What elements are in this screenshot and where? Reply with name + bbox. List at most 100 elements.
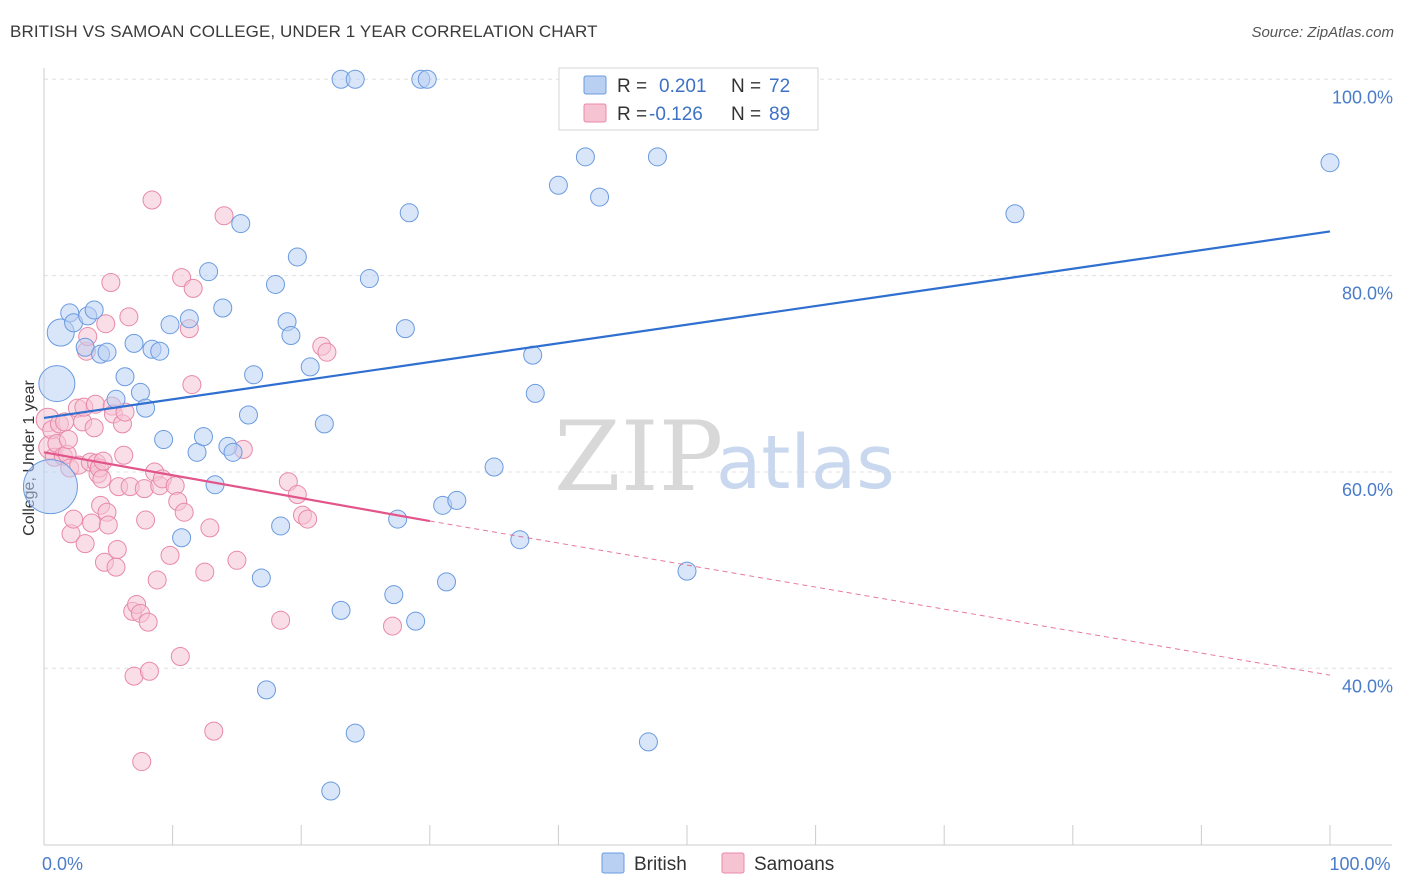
watermark-atlas: atlas — [716, 420, 895, 506]
british-points — [22, 69, 1340, 801]
british-point-64 — [647, 147, 667, 167]
samoan-point-37 — [106, 557, 126, 577]
british-point-11 — [115, 367, 135, 387]
british-point-30 — [244, 365, 264, 385]
x-tick-label-0: 0.0% — [42, 854, 83, 874]
samoan-point-66 — [182, 375, 202, 395]
source-credit: Source: ZipAtlas.com — [1251, 24, 1394, 41]
british-point-20 — [179, 309, 199, 329]
samoan-point-51 — [136, 510, 156, 530]
british-point-50 — [406, 611, 426, 631]
samoan-legend-swatch — [721, 852, 745, 874]
samoan-point-67 — [183, 278, 203, 298]
british-point-41 — [331, 600, 351, 620]
samoan-point-78 — [298, 509, 318, 529]
trend-lines — [43, 230, 1331, 676]
samoan-point-41 — [114, 445, 134, 465]
y-tick-label-3: 100.0% — [1332, 87, 1393, 107]
samoan-point-38 — [107, 540, 127, 560]
samoan-point-70 — [204, 721, 224, 741]
british-point-57 — [510, 530, 530, 550]
british-point-56 — [484, 457, 504, 477]
samoan-point-53 — [139, 661, 159, 681]
watermark: ZIP atlas — [554, 401, 895, 513]
british-point-27 — [223, 442, 243, 462]
british-point-12 — [124, 333, 144, 353]
british-point-33 — [265, 274, 285, 294]
british-point-38 — [300, 357, 320, 377]
samoan-point-64 — [174, 502, 194, 522]
samoan-point-80 — [317, 342, 337, 362]
british-point-37 — [287, 247, 307, 267]
samoan-point-74 — [271, 610, 291, 630]
british-point-31 — [251, 568, 271, 588]
samoan-point-22 — [84, 418, 104, 438]
british-n-value: 72 — [769, 76, 790, 97]
british-point-44 — [345, 723, 365, 743]
samoan-swatch — [583, 103, 607, 123]
british-point-32 — [256, 680, 276, 700]
british-point-9 — [97, 342, 117, 362]
samoan-legend-label: Samoans — [754, 854, 834, 875]
samoan-point-43 — [119, 307, 139, 327]
samoan-point-68 — [195, 562, 215, 582]
samoan-point-76 — [287, 485, 307, 505]
samoan-point-71 — [214, 206, 234, 226]
samoan-n-value: 89 — [769, 104, 790, 125]
british-point-29 — [238, 405, 258, 425]
samoan-r-value: -0.126 — [649, 104, 703, 125]
gridlines — [44, 78, 1392, 669]
samoan-point-17 — [75, 534, 95, 554]
samoan-point-52 — [138, 612, 158, 632]
british-point-48 — [395, 319, 415, 339]
british-point-36 — [281, 325, 301, 345]
samoan-point-72 — [227, 550, 247, 570]
british-point-19 — [172, 528, 192, 548]
stats-legend: R = 0.201 N = 72 R = -0.126 N = 89 — [558, 67, 819, 131]
british-point-45 — [359, 269, 379, 289]
samoan-point-60 — [165, 476, 185, 496]
british-r-value: 0.201 — [659, 76, 707, 97]
samoan-point-81 — [383, 616, 403, 636]
samoan-n-label: N = — [731, 104, 761, 125]
y-tick-label-0: 40.0% — [1342, 676, 1393, 696]
british-point-54 — [437, 572, 457, 592]
y-tick-label-2: 80.0% — [1342, 284, 1393, 304]
samoan-point-54 — [142, 190, 162, 210]
british-swatch — [583, 75, 607, 95]
british-point-68 — [1005, 204, 1025, 224]
chart-title: BRITISH VS SAMOAN COLLEGE, UNDER 1 YEAR … — [10, 22, 598, 41]
y-axis-label: College, Under 1 year — [21, 380, 38, 536]
british-point-46 — [384, 585, 404, 605]
british-point-60 — [548, 175, 568, 195]
british-point-66 — [677, 561, 697, 581]
british-r-label: R = — [617, 76, 647, 97]
samoan-trend-extension — [429, 520, 1331, 676]
samoan-r-label: R = — [617, 104, 647, 125]
british-point-17 — [154, 430, 174, 450]
british-point-18 — [160, 315, 180, 335]
british-trend-line — [43, 230, 1331, 420]
british-point-1 — [38, 365, 76, 403]
x-tick-labels: 0.0% 100.0% — [42, 854, 1391, 874]
british-point-62 — [590, 187, 610, 207]
british-point-69 — [1320, 153, 1340, 173]
samoan-point-59 — [160, 545, 180, 565]
british-point-28 — [231, 214, 251, 234]
british-point-25 — [213, 298, 233, 318]
samoan-point-33 — [98, 515, 118, 535]
british-point-39 — [314, 414, 334, 434]
samoan-point-56 — [147, 570, 167, 590]
british-legend-label: British — [634, 854, 687, 875]
samoan-point-50 — [134, 479, 154, 499]
x-tick-label-1: 100.0% — [1329, 854, 1390, 874]
british-point-16 — [150, 341, 170, 361]
samoan-trend-line — [43, 451, 430, 523]
samoan-point-49 — [132, 752, 152, 772]
british-point-40 — [321, 781, 341, 801]
british-n-label: N = — [731, 76, 761, 97]
samoan-point-28 — [92, 469, 112, 489]
watermark-zip: ZIP — [554, 401, 723, 513]
series-legend: British Samoans — [601, 852, 834, 875]
